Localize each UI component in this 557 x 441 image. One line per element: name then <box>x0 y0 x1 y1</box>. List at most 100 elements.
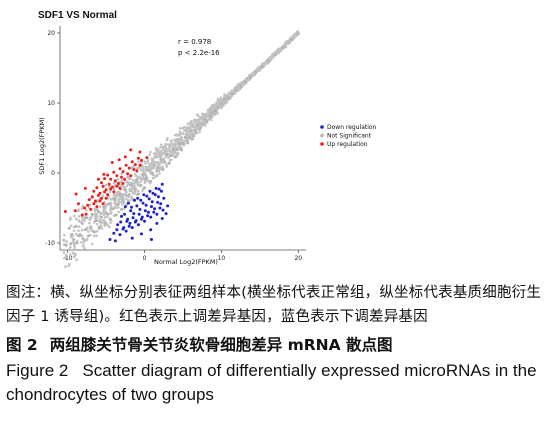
background-point <box>117 198 120 202</box>
data-point <box>192 134 196 138</box>
data-point <box>116 203 120 206</box>
data-point <box>120 214 123 218</box>
data-point <box>100 196 104 200</box>
background-point <box>80 234 84 238</box>
background-point <box>122 185 125 188</box>
background-point <box>154 161 157 164</box>
background-point <box>105 203 109 207</box>
data-point <box>93 199 97 203</box>
data-point <box>133 188 137 192</box>
background-point <box>217 97 220 101</box>
background-point <box>90 242 94 246</box>
data-point <box>161 168 165 171</box>
background-point <box>127 181 131 184</box>
data-point <box>75 241 79 245</box>
data-point <box>161 208 165 212</box>
background-point <box>93 217 97 220</box>
data-point <box>193 129 197 133</box>
data-point <box>139 184 143 188</box>
background-point <box>128 189 132 193</box>
data-point <box>96 193 100 197</box>
data-point <box>115 184 119 188</box>
background-point <box>172 151 176 154</box>
background-point <box>115 191 119 194</box>
background-point <box>162 148 165 151</box>
data-point <box>226 96 230 100</box>
background-point <box>81 218 84 222</box>
background-point <box>275 51 279 55</box>
data-point <box>145 194 149 198</box>
data-point <box>103 177 107 181</box>
background-point <box>152 152 156 156</box>
background-point <box>77 208 81 211</box>
data-point <box>143 186 147 190</box>
background-point <box>233 92 236 96</box>
background-point <box>215 101 218 105</box>
background-point <box>206 108 210 112</box>
data-point <box>124 229 128 233</box>
data-point <box>154 186 158 190</box>
y-axis-ticks: -10 0 10 20 <box>45 30 60 247</box>
data-point <box>121 170 125 174</box>
background-point <box>146 160 150 164</box>
background-point <box>210 109 213 112</box>
data-point <box>95 205 99 209</box>
background-point <box>100 220 104 223</box>
background-point <box>64 253 68 257</box>
background-point <box>156 148 160 152</box>
background-point <box>119 200 123 204</box>
data-point <box>62 238 66 242</box>
legend-label: Up regulation <box>327 141 368 148</box>
background-point <box>278 48 282 52</box>
data-point <box>118 193 122 197</box>
data-point <box>123 205 127 209</box>
data-point <box>98 191 102 195</box>
data-point <box>151 191 155 195</box>
data-point <box>123 188 127 192</box>
scatter-plot: SDF1 VS Normal -10 0 10 20 -10 0 10 20 r = 0.9… <box>38 10 377 270</box>
data-point <box>118 167 122 171</box>
data-point <box>266 59 270 63</box>
background-point <box>156 162 160 165</box>
data-point <box>89 225 93 229</box>
background-point <box>149 168 153 172</box>
data-point <box>139 198 143 202</box>
background-point <box>146 179 150 183</box>
background-point <box>116 177 120 181</box>
data-point <box>160 217 164 220</box>
background-point <box>155 170 158 173</box>
background-point <box>154 147 158 150</box>
data-point <box>110 161 114 164</box>
background-point <box>174 143 178 146</box>
background-point <box>168 150 172 153</box>
background-point <box>114 206 118 209</box>
data-point <box>104 196 108 200</box>
background-point <box>133 192 136 195</box>
y-tick-label: 0 <box>51 170 55 177</box>
data-point <box>153 193 157 197</box>
data-point <box>150 171 154 175</box>
background-point <box>161 165 165 168</box>
data-point <box>183 135 187 139</box>
x-axis-ticks: -10 0 10 20 <box>63 250 302 262</box>
background-point <box>133 173 137 176</box>
background-point <box>125 193 128 197</box>
data-point <box>113 179 117 183</box>
series-up-regulation <box>63 148 149 217</box>
data-point <box>112 190 116 194</box>
background-point <box>81 204 85 208</box>
data-point <box>92 189 96 193</box>
background-point <box>200 112 204 116</box>
data-point <box>149 179 153 183</box>
background-point <box>81 244 85 248</box>
data-point <box>138 207 142 211</box>
background-point <box>178 138 182 142</box>
background-point <box>133 181 136 185</box>
background-point <box>285 41 289 45</box>
data-point <box>119 220 123 224</box>
x-tick-label: 0 <box>143 255 147 262</box>
background-point <box>85 238 89 242</box>
data-point <box>189 129 193 133</box>
background-point <box>164 162 168 166</box>
data-point <box>138 150 142 154</box>
